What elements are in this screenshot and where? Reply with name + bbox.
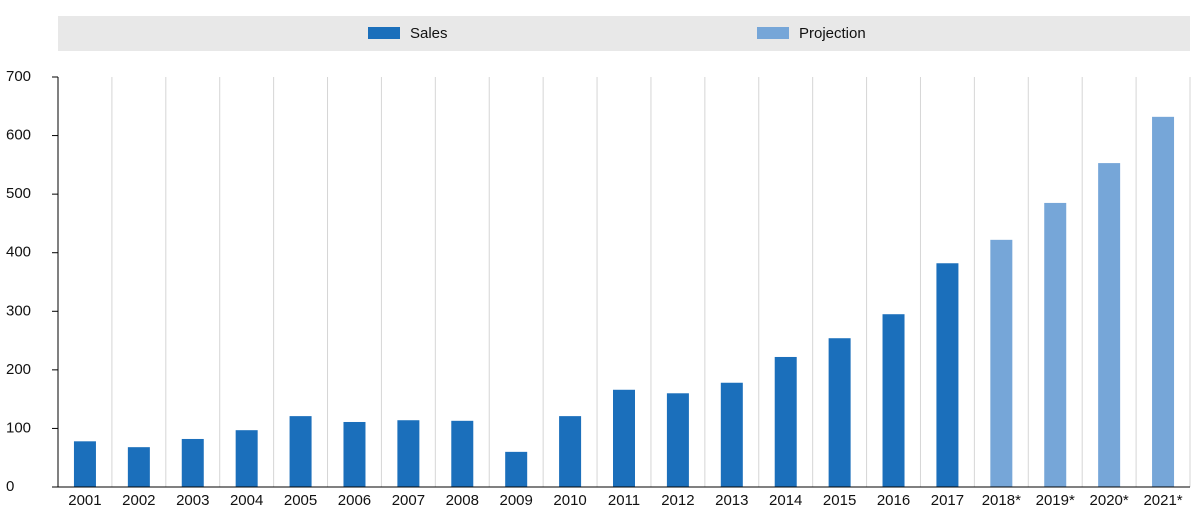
x-tick-label: 2018* xyxy=(982,492,1021,509)
bar xyxy=(720,382,743,487)
x-tick-label: 2017 xyxy=(931,492,964,509)
y-tick-label: 700 xyxy=(6,68,31,85)
bar xyxy=(882,314,905,487)
x-tick-label: 2020* xyxy=(1090,492,1129,509)
x-tick-label: 2012 xyxy=(661,492,694,509)
bar xyxy=(397,420,420,487)
x-tick-label: 2015 xyxy=(823,492,856,509)
legend-label: Projection xyxy=(799,25,866,42)
x-tick-label: 2019* xyxy=(1036,492,1075,509)
x-tick-label: 2003 xyxy=(176,492,209,509)
bar xyxy=(1044,202,1067,487)
x-tick-label: 2006 xyxy=(338,492,371,509)
x-tick-label: 2010 xyxy=(553,492,586,509)
bar xyxy=(1098,163,1121,487)
x-tick-label: 2013 xyxy=(715,492,748,509)
y-tick-label: 300 xyxy=(6,302,31,319)
x-tick-label: 2007 xyxy=(392,492,425,509)
x-tick-label: 2004 xyxy=(230,492,263,509)
bar xyxy=(936,263,959,487)
x-tick-label: 2021* xyxy=(1143,492,1182,509)
legend-swatch xyxy=(757,27,789,39)
legend-swatch xyxy=(368,27,400,39)
bar xyxy=(828,338,851,487)
bar xyxy=(1152,116,1175,487)
bar xyxy=(505,451,528,487)
y-tick-label: 200 xyxy=(6,361,31,378)
y-tick-label: 100 xyxy=(6,419,31,436)
x-tick-label: 2014 xyxy=(769,492,802,509)
bar xyxy=(73,441,96,487)
y-tick-label: 400 xyxy=(6,244,31,261)
bar xyxy=(235,430,258,487)
bar xyxy=(127,447,150,487)
x-tick-label: 2011 xyxy=(608,492,640,509)
y-tick-label: 500 xyxy=(6,185,31,202)
bar xyxy=(289,416,312,487)
bar xyxy=(559,416,582,487)
legend-label: Sales xyxy=(410,25,448,42)
y-tick-label: 0 xyxy=(6,478,14,495)
x-tick-label: 2016 xyxy=(877,492,910,509)
bar xyxy=(451,420,474,487)
y-tick-label: 600 xyxy=(6,127,31,144)
x-tick-label: 2009 xyxy=(500,492,533,509)
bar xyxy=(774,356,797,487)
x-tick-label: 2008 xyxy=(446,492,479,509)
bar xyxy=(343,421,366,487)
bar xyxy=(990,239,1013,487)
bar xyxy=(181,438,204,487)
x-tick-label: 2001 xyxy=(68,492,101,509)
bar xyxy=(666,393,689,487)
legend-background xyxy=(58,16,1190,51)
bar xyxy=(613,389,635,487)
x-tick-label: 2005 xyxy=(284,492,317,509)
x-tick-label: 2002 xyxy=(122,492,155,509)
